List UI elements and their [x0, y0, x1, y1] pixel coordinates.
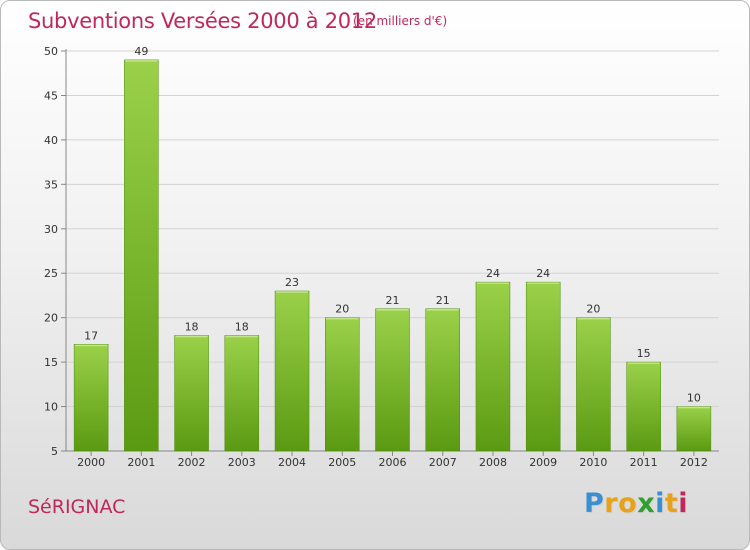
bar	[375, 308, 410, 452]
bar-value-label: 10	[687, 392, 701, 405]
bar	[676, 406, 712, 452]
bar-value-label: 49	[134, 45, 148, 58]
bar	[325, 317, 360, 452]
bar	[73, 344, 109, 452]
bar	[174, 335, 209, 452]
logo-letter: P	[584, 488, 605, 519]
bar-value-label: 24	[536, 267, 550, 280]
logo-letter: r	[604, 488, 619, 519]
x-tick-label: 2006	[379, 456, 407, 469]
x-tick-label: 2008	[479, 456, 507, 469]
y-tick-label: 30	[44, 223, 58, 236]
y-tick-label: 20	[44, 312, 58, 325]
bar	[576, 317, 611, 452]
bar-value-label: 20	[335, 303, 349, 316]
x-tick-label: 2001	[127, 456, 155, 469]
x-tick-label: 2002	[178, 456, 206, 469]
logo-letter: o	[618, 488, 638, 519]
bar	[525, 281, 561, 452]
logo-letter: x	[637, 488, 656, 519]
y-tick-label: 45	[44, 89, 58, 102]
y-tick-label: 50	[44, 45, 58, 58]
bar	[274, 290, 310, 452]
bar-value-label: 18	[235, 320, 249, 333]
x-tick-label: 2003	[228, 456, 256, 469]
x-tick-label: 2011	[630, 456, 658, 469]
logo-letter: t	[664, 488, 679, 519]
x-tick-label: 2007	[429, 456, 457, 469]
bar-value-label: 23	[285, 276, 299, 289]
bar	[425, 308, 460, 452]
y-tick-label: 40	[44, 134, 58, 147]
bar-value-label: 21	[386, 294, 400, 307]
bar	[626, 361, 661, 452]
bar-value-label: 20	[586, 303, 600, 316]
logo-letter: i	[655, 488, 665, 519]
bar-value-label: 21	[436, 294, 450, 307]
x-tick-label: 2004	[278, 456, 306, 469]
y-tick-label: 15	[44, 356, 58, 369]
bar-value-label: 24	[486, 267, 500, 280]
y-tick-label: 35	[44, 178, 58, 191]
y-tick-label: 25	[44, 267, 58, 280]
chart-subtitle: (en milliers d'€)	[353, 14, 448, 28]
x-tick-label: 2009	[529, 456, 557, 469]
commune-name: SéRIGNAC	[28, 496, 126, 518]
y-tick-label: 10	[44, 401, 58, 414]
x-tick-label: 2012	[680, 456, 708, 469]
x-tick-label: 2010	[579, 456, 607, 469]
x-tick-label: 2005	[328, 456, 356, 469]
bar-value-label: 17	[84, 329, 98, 342]
bar-value-label: 18	[185, 320, 199, 333]
bar	[224, 335, 260, 452]
y-tick-label: 5	[51, 445, 58, 458]
bar	[124, 59, 159, 452]
bar-value-label: 15	[637, 347, 651, 360]
proxiti-logo: Proxiti	[584, 488, 688, 519]
logo-letter: i	[678, 488, 689, 519]
x-tick-label: 2000	[77, 456, 105, 469]
chart-title: Subventions Versées 2000 à 2012	[28, 9, 377, 33]
bar	[475, 281, 511, 452]
